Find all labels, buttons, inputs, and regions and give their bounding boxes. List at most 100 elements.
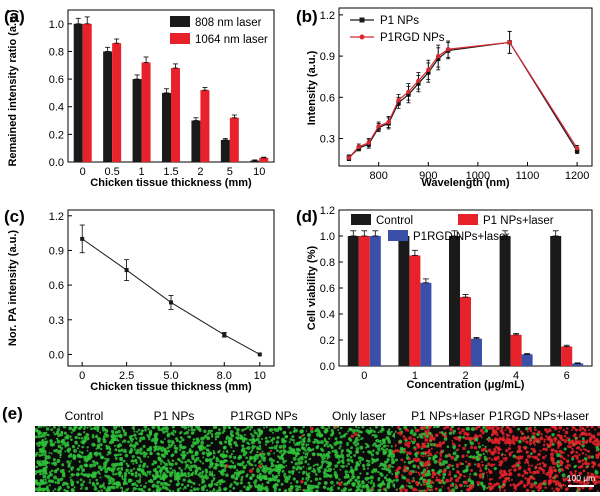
cell-dot <box>361 480 365 483</box>
cell-dot <box>449 477 454 481</box>
cell-dot <box>309 480 313 483</box>
y-tick-label: 0.3 <box>49 315 64 327</box>
y-tick-label: 0.0 <box>49 157 64 169</box>
cell-dot <box>581 437 585 441</box>
cell-dot <box>272 431 274 434</box>
cell-dot <box>208 470 211 474</box>
cell-dot <box>586 449 590 453</box>
cell-dot <box>316 445 320 448</box>
cell-dot <box>542 471 545 475</box>
cell-dot <box>442 481 446 485</box>
cell-dot <box>168 462 172 466</box>
cell-dot <box>451 442 455 446</box>
cell-dot <box>493 466 497 471</box>
cell-dot <box>152 460 155 463</box>
cell-dot <box>325 440 329 445</box>
cell-dot <box>307 478 310 481</box>
cell-dot <box>316 463 319 467</box>
cell-dot <box>486 486 489 490</box>
cell-dot <box>420 452 423 455</box>
cell-dot <box>374 426 378 429</box>
cell-dot <box>213 487 216 492</box>
cell-dot <box>138 432 141 436</box>
cell-dot <box>357 456 361 460</box>
data-point <box>396 97 401 103</box>
cell-dot <box>139 487 144 492</box>
cell-dot <box>307 474 311 479</box>
cell-dot <box>57 426 61 428</box>
cell-dot <box>193 441 197 445</box>
cell-dot <box>140 468 145 473</box>
cell-dot <box>175 439 179 443</box>
data-point <box>376 123 381 129</box>
cell-dot <box>319 433 324 438</box>
cell-dot <box>597 426 600 429</box>
cell-dot <box>525 488 530 492</box>
cell-dot <box>154 438 159 442</box>
cell-dot <box>567 438 571 442</box>
cell-dot <box>424 438 429 442</box>
micrograph-label: P1RGD NPs <box>230 409 298 423</box>
cell-dot <box>462 446 466 451</box>
cell-dot <box>573 474 577 478</box>
cell-dot <box>292 438 296 442</box>
cell-dot <box>174 447 178 450</box>
cell-dot <box>61 443 64 446</box>
cell-dot <box>326 454 331 459</box>
cell-dot <box>542 456 546 460</box>
cell-dot <box>184 475 188 478</box>
cell-dot <box>560 467 564 471</box>
cell-dot <box>497 447 501 452</box>
cell-dot <box>428 484 433 489</box>
cell-dot <box>164 462 169 467</box>
cell-dot <box>373 442 377 446</box>
cell-dot <box>533 470 537 474</box>
y-tick-label: 0.0 <box>320 361 335 373</box>
cell-dot <box>142 472 145 475</box>
cell-dot <box>178 466 181 470</box>
cell-dot <box>66 441 70 444</box>
cell-dot <box>384 488 388 492</box>
cell-dot <box>94 485 97 488</box>
cell-dot <box>364 476 369 481</box>
cell-dot <box>263 466 268 470</box>
cell-dot <box>442 450 445 453</box>
cell-dot <box>564 488 568 492</box>
cell-dot <box>79 487 82 490</box>
cell-dot <box>312 467 315 470</box>
cell-dot <box>400 485 404 489</box>
cell-dot <box>36 460 39 463</box>
cell-dot <box>243 465 246 468</box>
cell-dot <box>575 440 578 443</box>
cell-dot <box>159 472 162 476</box>
cell-dot <box>476 480 481 485</box>
cell-dot <box>108 478 112 482</box>
cell-dot <box>278 488 282 492</box>
y-tick-label: 1.0 <box>320 231 335 243</box>
cell-dot <box>524 436 528 440</box>
cell-dot <box>402 468 407 472</box>
cell-dot <box>327 463 332 468</box>
cell-dot <box>526 461 530 465</box>
cell-dot <box>217 450 220 454</box>
cell-dot <box>341 459 345 463</box>
cell-dot <box>92 463 97 467</box>
cell-dot <box>490 463 494 468</box>
cell-dot <box>361 436 364 440</box>
cell-dot <box>180 436 183 440</box>
cell-dot <box>220 471 225 476</box>
cell-dot <box>202 456 205 459</box>
cell-dot <box>219 463 223 467</box>
cell-dot <box>287 450 291 454</box>
cell-dot <box>218 479 222 483</box>
cell-dot <box>468 475 471 478</box>
cell-dot <box>297 457 301 462</box>
cell-dot <box>59 453 62 456</box>
cell-dot <box>259 453 263 457</box>
cell-dot <box>523 484 526 487</box>
cell-dot <box>101 483 105 488</box>
cell-dot <box>104 457 107 460</box>
cell-dot <box>321 426 325 430</box>
cell-dot <box>542 443 546 447</box>
